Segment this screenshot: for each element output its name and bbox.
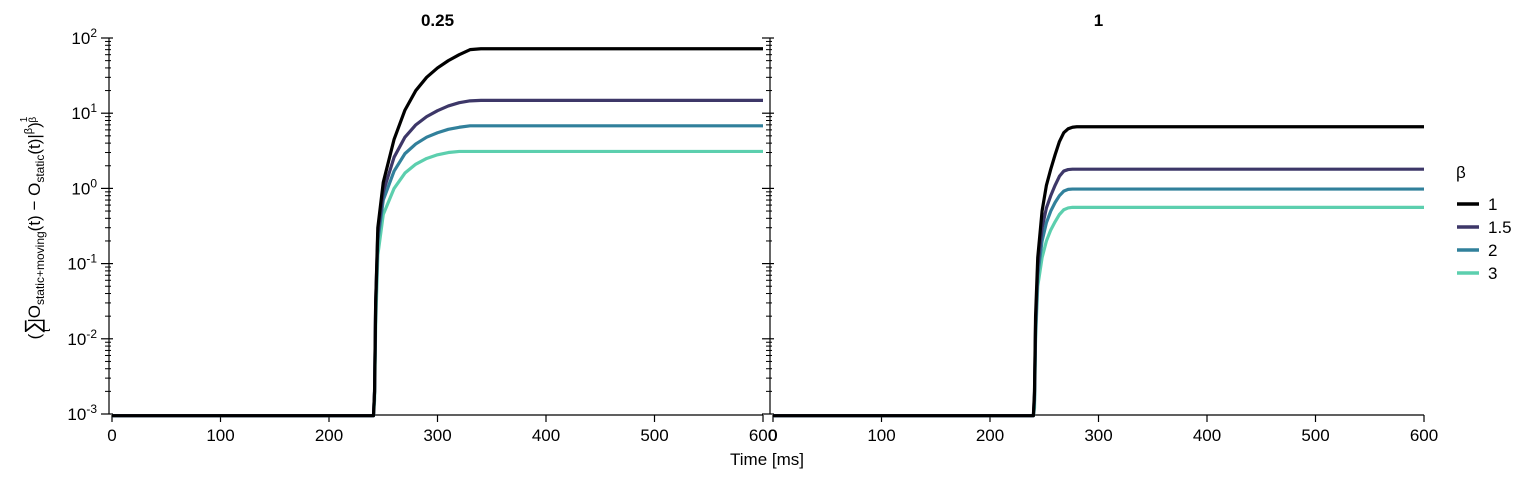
y-tick-label: 10-3 (67, 402, 97, 424)
y-title-sub1: static+moving (33, 231, 47, 305)
y-tick-label: 10-1 (67, 252, 97, 274)
y-title-open: ( (25, 333, 44, 339)
x-tick-label: 500 (640, 426, 668, 445)
panel-title: 1 (1094, 11, 1103, 30)
y-tick-label: 101 (71, 101, 97, 123)
y-title-sub2: static (33, 155, 47, 183)
series-line-beta-2 (112, 124, 763, 418)
y-title-tail: (t)| (25, 134, 44, 154)
x-tick-label: 0 (768, 426, 777, 445)
panel-1: 0.25 10-3 10-2 10-1 100 101 102 0 100 200 300 400 50… (67, 11, 777, 445)
y-title-close: ) (25, 122, 44, 128)
panel-title: 0.25 (421, 11, 454, 30)
legend-label: 2 (1488, 241, 1497, 260)
series-line-beta-2 (773, 187, 1424, 418)
series-line-beta-1 (773, 125, 1424, 418)
panel-2: 1 0 100 200 300 400 500 600 (762, 11, 1438, 445)
legend-title: β (1456, 163, 1466, 182)
series-line-beta-1 (112, 47, 763, 418)
x-axis-title: Time [ms] (730, 450, 804, 469)
x-tick-label: 100 (867, 426, 895, 445)
x-tick-label: 0 (107, 426, 116, 445)
y-title-frac-num: 1 (19, 116, 30, 122)
y-axis-title: (∑t|Ostatic+moving(t) − Ostatic(t)|β)1β (19, 116, 53, 339)
series-line-beta-1-5 (112, 98, 763, 418)
y-title-frac-den: β (28, 117, 39, 123)
x-tick-label: 200 (315, 426, 343, 445)
x-tick-label: 600 (1410, 426, 1438, 445)
panels-group: 0.25 10-3 10-2 10-1 100 101 102 0 100 200 300 400 50… (67, 11, 1438, 445)
y-tick-label: 102 (71, 26, 97, 48)
legend-label: 3 (1488, 264, 1497, 283)
x-tick-label: 300 (1084, 426, 1112, 445)
y-title-bar1: |O (25, 305, 44, 323)
x-tick-label: 600 (749, 426, 777, 445)
x-tick-label: 500 (1301, 426, 1329, 445)
x-tick-label: 400 (1193, 426, 1221, 445)
svg-text:(∑t|Ostatic+moving(t) − Ostati: (∑t|Ostatic+moving(t) − Ostatic(t)|β)1β (19, 116, 53, 339)
y-title-sup1: β (23, 128, 35, 134)
legend-label: 1 (1488, 195, 1497, 214)
series-line-beta-3 (112, 149, 763, 418)
y-title-sum: ∑ (20, 318, 45, 334)
x-tick-label: 200 (976, 426, 1004, 445)
y-tick-label: 10-2 (67, 327, 97, 349)
series-line-beta-3 (773, 205, 1424, 418)
y-title-mid: (t) − O (25, 183, 44, 232)
x-tick-label: 100 (206, 426, 234, 445)
x-tick-label: 300 (423, 426, 451, 445)
y-title-sum-sub: t (39, 328, 53, 332)
legend: β 1 1.5 2 3 (1456, 163, 1512, 283)
x-tick-label: 400 (532, 426, 560, 445)
y-tick-label: 100 (71, 176, 97, 198)
legend-label: 1.5 (1488, 218, 1512, 237)
